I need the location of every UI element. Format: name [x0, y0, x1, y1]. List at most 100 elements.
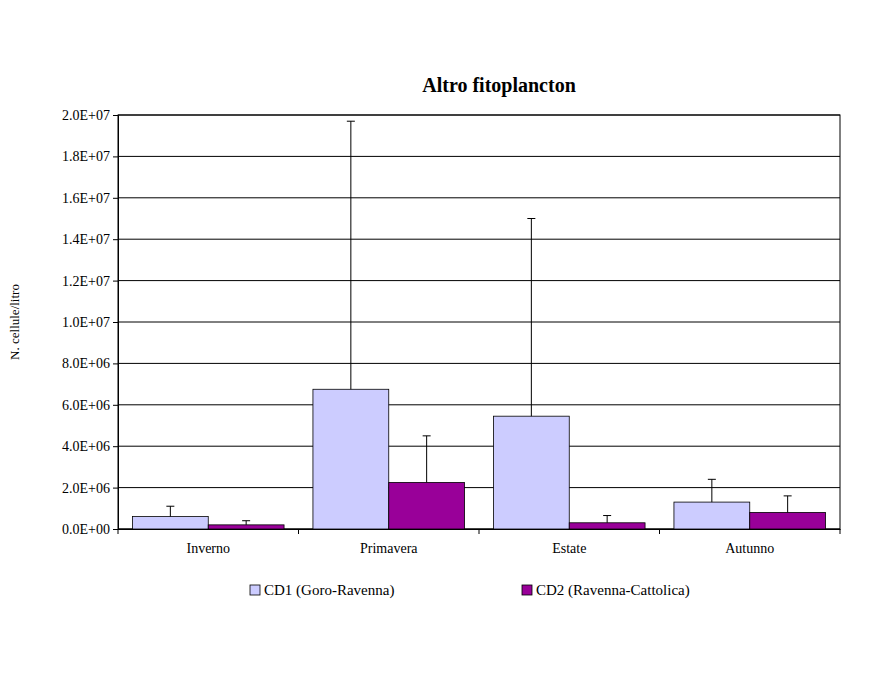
tick-label: Primavera — [360, 541, 418, 556]
plot: 0.0E+00 2.0E+06 4.0E+06 6.0E+06 8.0E+06 1.0E+… — [62, 108, 840, 556]
tick-mark — [113, 446, 118, 447]
tick-label: Estate — [552, 541, 586, 556]
error-bar — [784, 496, 792, 513]
tick-mark — [113, 239, 118, 240]
axis-line — [113, 116, 119, 530]
error-line — [711, 479, 712, 502]
legend-item: CD2 (Ravenna-Cattolica) — [522, 582, 690, 599]
error-line — [531, 219, 532, 417]
bar — [389, 482, 465, 529]
category-separator — [479, 529, 480, 534]
error-line — [607, 516, 608, 523]
series — [132, 121, 749, 529]
tick: Autunno — [725, 529, 774, 556]
tick-label: 0.0E+00 — [62, 522, 110, 537]
tick-label: 1.4E+07 — [62, 232, 110, 247]
grid-line — [118, 197, 840, 198]
tick: Inverno — [186, 529, 230, 556]
bar — [674, 502, 750, 529]
legend-label: CD2 (Ravenna-Cattolica) — [536, 582, 690, 599]
tick: Estate — [552, 529, 586, 556]
bar — [569, 523, 645, 529]
tick-label: 1.8E+07 — [62, 149, 110, 164]
tick-label: 1.0E+07 — [62, 315, 110, 330]
marks — [132, 121, 825, 529]
tick: 1.0E+07 — [62, 315, 118, 330]
tick-mark — [113, 198, 118, 199]
tick-label: 8.0E+06 — [62, 356, 110, 371]
error-cap — [527, 218, 535, 219]
tick-label: 2.0E+07 — [62, 108, 110, 123]
error-bar — [708, 479, 716, 502]
tick-label: 6.0E+06 — [62, 398, 110, 413]
grid-line — [118, 156, 840, 157]
tick: 1.8E+07 — [62, 149, 118, 164]
legend: CD1 (Goro-Ravenna) CD2 (Ravenna-Cattolica… — [250, 582, 690, 599]
x-axis: Inverno Primavera Estate Autunno — [118, 529, 841, 556]
tick-label: 2.0E+06 — [62, 481, 110, 496]
bar — [493, 416, 569, 529]
grid-line — [118, 363, 840, 364]
tick: 1.6E+07 — [62, 191, 118, 206]
tick-mark — [113, 115, 118, 116]
grid-line — [118, 487, 840, 488]
error-cap — [347, 121, 355, 122]
tick-mark — [113, 156, 118, 157]
legend-label: CD1 (Goro-Ravenna) — [264, 582, 394, 599]
tick: 1.4E+07 — [62, 232, 118, 247]
error-bar — [242, 521, 250, 525]
grid-line — [118, 280, 840, 281]
tick-label: Inverno — [186, 541, 230, 556]
category-separator — [298, 529, 299, 534]
category-separator — [659, 529, 660, 534]
error-line — [426, 436, 427, 483]
error-bar — [527, 219, 535, 417]
tick: 2.0E+07 — [62, 108, 118, 123]
grid-line — [118, 239, 840, 240]
plot-frame — [118, 115, 840, 529]
tick-label: 1.2E+07 — [62, 274, 110, 289]
error-cap — [784, 495, 792, 496]
bar — [750, 512, 826, 529]
tick: Primavera — [360, 529, 418, 556]
tick: 6.0E+06 — [62, 398, 118, 413]
chart: 0.0E+00 2.0E+06 4.0E+06 6.0E+06 8.0E+06 1.0E+… — [0, 0, 882, 682]
error-bar — [423, 436, 431, 483]
error-cap — [242, 520, 250, 521]
tick-label: 4.0E+06 — [62, 439, 110, 454]
grid — [118, 115, 840, 529]
tick-mark — [113, 405, 118, 406]
y-axis: 0.0E+00 2.0E+06 4.0E+06 6.0E+06 8.0E+06 1.0E+… — [62, 108, 118, 537]
error-line — [246, 521, 247, 525]
tick-label: Autunno — [725, 541, 774, 556]
error-line — [350, 121, 351, 389]
tick-label: 1.6E+07 — [62, 191, 110, 206]
tick: 8.0E+06 — [62, 356, 118, 371]
tick-mark — [113, 281, 118, 282]
tick: 2.0E+06 — [62, 481, 118, 496]
grid-line — [118, 322, 840, 323]
bar — [313, 389, 389, 529]
category-separator — [840, 529, 841, 534]
error-line — [170, 506, 171, 516]
error-cap — [166, 506, 174, 507]
category-separator — [118, 529, 119, 534]
error-cap — [423, 435, 431, 436]
grid-line — [118, 404, 840, 405]
error-cap — [708, 479, 716, 480]
title: Altro fitoplancton — [422, 74, 576, 97]
tick: 4.0E+06 — [62, 439, 118, 454]
error-bar — [603, 516, 611, 523]
legend-swatch — [250, 585, 260, 595]
error-line — [787, 496, 788, 513]
tick: 0.0E+00 — [62, 522, 118, 537]
tick: 1.2E+07 — [62, 274, 118, 289]
tick-mark — [113, 322, 118, 323]
series — [208, 436, 825, 529]
legend-item: CD1 (Goro-Ravenna) — [250, 582, 394, 599]
error-bar — [347, 121, 355, 389]
bar — [208, 525, 284, 529]
legend-swatch — [522, 585, 532, 595]
tick-mark — [113, 529, 118, 530]
grid-line — [118, 446, 840, 447]
